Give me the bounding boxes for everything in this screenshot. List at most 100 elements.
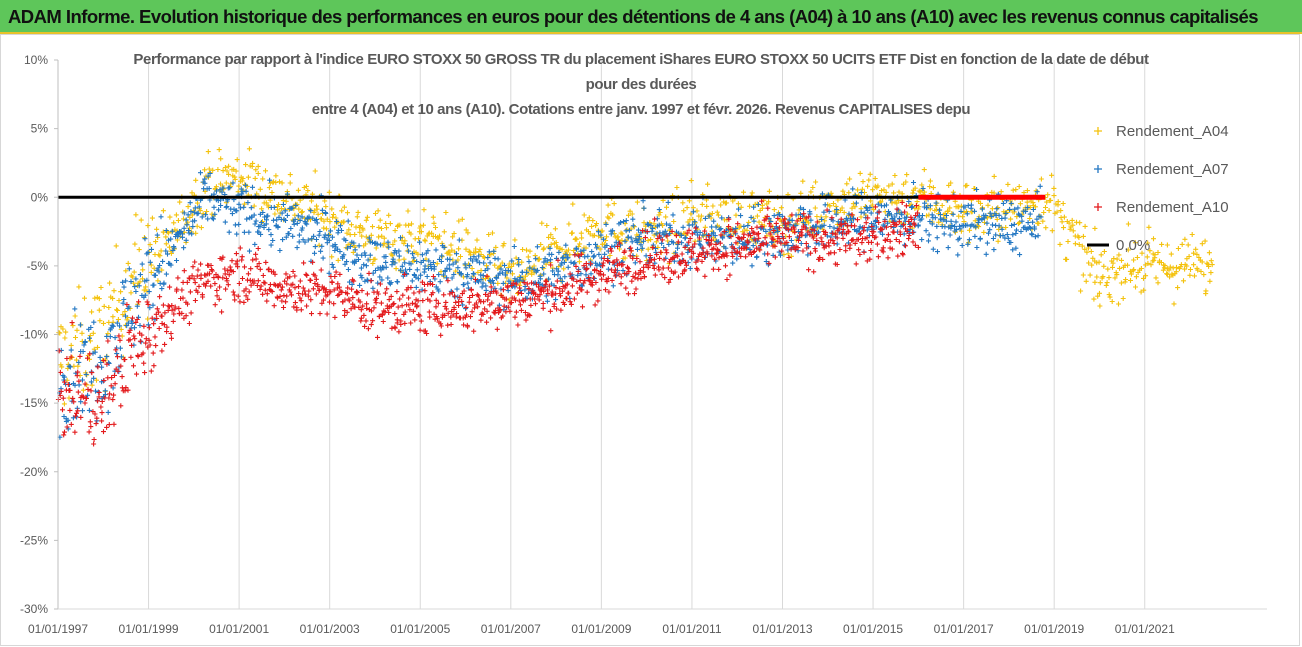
data-point: [177, 199, 183, 205]
data-point: [780, 231, 785, 237]
data-point: [492, 262, 498, 268]
data-point: [502, 272, 508, 278]
data-point: [398, 235, 403, 241]
data-point: [63, 329, 69, 335]
data-point: [248, 205, 254, 211]
data-point: [396, 329, 402, 335]
data-point: [763, 259, 769, 264]
data-point: [444, 265, 450, 271]
data-point: [1094, 260, 1100, 266]
data-point: [492, 285, 498, 291]
data-point: [1151, 257, 1157, 263]
data-point: [355, 209, 361, 215]
data-point: [1086, 260, 1092, 266]
data-point: [1046, 208, 1052, 213]
data-point: [466, 248, 472, 254]
data-point: [207, 171, 213, 176]
data-point: [280, 237, 286, 243]
data-point: [427, 314, 433, 320]
data-point: [858, 214, 864, 220]
data-point: [690, 222, 696, 228]
data-point: [814, 219, 820, 225]
data-point: [519, 291, 524, 296]
data-point: [271, 303, 277, 309]
data-point: [754, 254, 760, 260]
data-point: [727, 272, 733, 278]
data-point: [421, 222, 426, 228]
data-point: [690, 209, 696, 215]
data-point: [467, 295, 473, 300]
data-point: [648, 223, 654, 228]
data-point: [229, 258, 235, 264]
data-point: [350, 301, 356, 307]
data-point: [945, 245, 951, 251]
data-point: [682, 267, 688, 273]
data-point: [438, 323, 444, 329]
data-point: [257, 286, 263, 292]
data-point: [552, 226, 558, 232]
data-point: [219, 189, 225, 195]
data-point: [510, 280, 516, 286]
data-point: [867, 256, 873, 262]
data-point: [743, 254, 749, 260]
data-point: [133, 319, 139, 325]
data-point: [557, 275, 563, 281]
data-point: [433, 225, 438, 230]
data-point: [436, 288, 442, 294]
data-point: [623, 218, 629, 224]
data-point: [866, 177, 872, 183]
data-point: [807, 232, 813, 238]
data-point: [195, 200, 200, 206]
legend-plus-marker: [1094, 127, 1102, 135]
data-point: [299, 225, 305, 231]
data-point: [1051, 193, 1057, 199]
data-point: [489, 300, 495, 306]
data-point: [417, 327, 423, 333]
data-point: [608, 246, 613, 252]
data-point: [595, 298, 601, 304]
data-point: [194, 273, 200, 279]
data-point: [319, 207, 325, 213]
data-point: [1051, 185, 1057, 191]
data-point: [359, 275, 365, 281]
data-point: [347, 244, 353, 250]
data-point: [1202, 238, 1208, 244]
data-point: [436, 272, 442, 278]
data-point: [612, 267, 618, 273]
data-point: [364, 214, 370, 220]
data-point: [861, 210, 867, 216]
data-point: [511, 261, 516, 267]
data-point: [798, 216, 803, 221]
data-point: [996, 223, 1002, 229]
data-point: [131, 269, 137, 275]
data-point: [173, 212, 179, 218]
data-point: [982, 220, 987, 225]
data-point: [609, 278, 615, 283]
data-point: [723, 245, 729, 251]
data-point: [850, 186, 856, 192]
data-point: [518, 307, 524, 313]
data-point: [283, 299, 289, 305]
data-point: [128, 354, 134, 360]
data-point: [114, 307, 120, 313]
data-point: [920, 186, 926, 191]
data-point: [1159, 241, 1165, 247]
data-point: [894, 200, 900, 206]
data-point: [578, 251, 584, 257]
data-point: [1203, 288, 1209, 294]
data-point: [1106, 275, 1112, 281]
data-point: [1110, 260, 1116, 266]
data-point: [215, 198, 221, 204]
data-point: [456, 246, 462, 252]
data-point: [564, 281, 570, 287]
data-point: [183, 217, 189, 223]
data-point: [87, 419, 93, 425]
data-point: [279, 210, 285, 216]
data-point: [837, 247, 843, 252]
data-point: [76, 359, 82, 365]
data-point: [245, 200, 251, 206]
data-point: [71, 399, 77, 405]
data-point: [193, 177, 199, 183]
data-point: [845, 217, 850, 223]
data-point: [564, 296, 570, 302]
